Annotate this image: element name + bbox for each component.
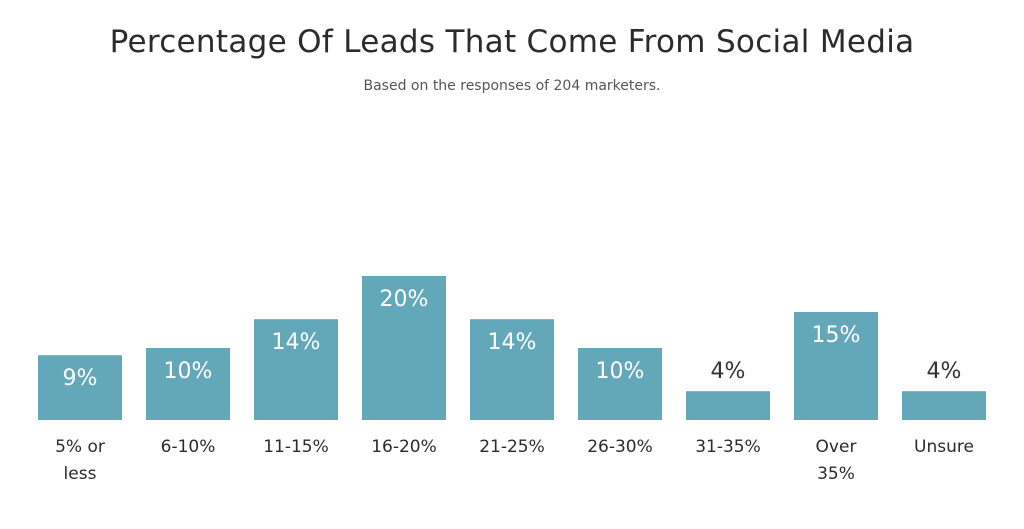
bar-8: [794, 312, 878, 420]
data-label-7: 4%: [711, 359, 746, 384]
data-label-6: 10%: [596, 359, 645, 384]
bar-4: [362, 276, 446, 420]
bar-5: [470, 319, 554, 420]
category-label-4: 16-20%: [371, 437, 437, 457]
data-label-2: 10%: [164, 359, 213, 384]
bar-3: [254, 319, 338, 420]
bar-6: [578, 348, 662, 420]
chart-title: Percentage Of Leads That Come From Socia…: [109, 24, 915, 60]
data-label-1: 9%: [63, 366, 98, 391]
bar-7: [686, 391, 770, 420]
category-label-2: 6-10%: [161, 437, 216, 457]
bar-9: [902, 391, 986, 420]
category-label-3: 11-15%: [263, 437, 329, 457]
data-label-4: 20%: [380, 287, 429, 312]
category-label-1: 5% or less: [55, 437, 105, 484]
data-label-9: 4%: [927, 359, 962, 384]
chart-subtitle: Based on the responses of 204 marketers.: [363, 78, 661, 94]
category-labels-layer: 5% or less 6-10% 11-15% 16-20% 21-25% 26-30% 31…: [55, 437, 974, 484]
data-labels-layer: 9% 10% 14% 20% 14% 10% 4% 15% 4%: [63, 287, 962, 391]
category-label-9: Unsure: [914, 437, 974, 457]
category-label-7: 31-35%: [695, 437, 761, 457]
category-label-8: Over 35%: [816, 437, 857, 484]
category-label-6: 26-30%: [587, 437, 653, 457]
category-label-5: 21-25%: [479, 437, 545, 457]
bars-layer: [38, 276, 986, 420]
bar-2: [146, 348, 230, 420]
data-label-5: 14%: [488, 330, 537, 355]
data-label-3: 14%: [272, 330, 321, 355]
data-label-8: 15%: [812, 323, 861, 348]
bar-1: [38, 355, 122, 420]
